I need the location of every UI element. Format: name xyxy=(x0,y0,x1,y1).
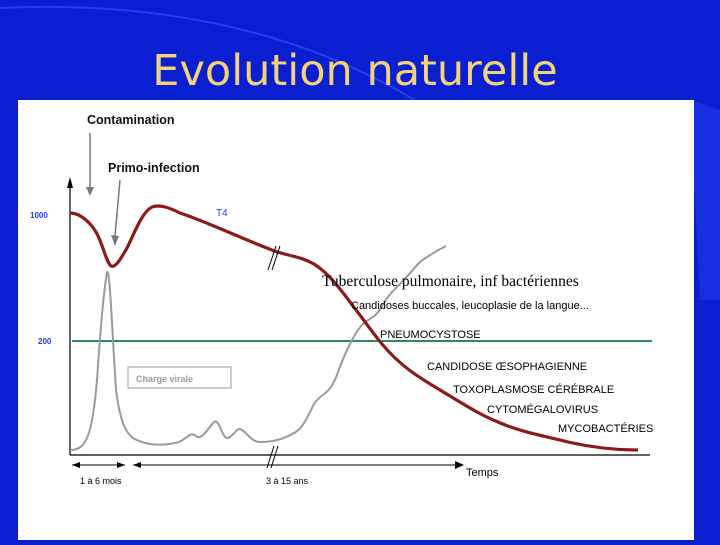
infection-label-tuberculose: Tuberculose pulmonaire, inf bactériennes xyxy=(322,273,579,290)
infection-label-candidoses-buccales: Candidoses buccales, leucoplasie de la l… xyxy=(351,300,589,312)
slide-title: Evolution naturelle xyxy=(152,46,558,96)
viral-load-series-label: Charge virale xyxy=(136,374,193,384)
time-range-late-label: 3 à 15 ans xyxy=(266,476,309,486)
axis-break-bottom xyxy=(266,445,279,469)
time-range-late-right-arrowhead xyxy=(455,461,464,469)
time-range-early-right-arrowhead xyxy=(117,462,125,468)
primo-infection-label: Primo-infection xyxy=(108,161,200,175)
time-range-early-label: 1 à 6 mois xyxy=(80,476,122,486)
infection-label-mycobacteries: MYCOBACTÉRIES xyxy=(558,422,653,435)
infection-label-pneumocystose: PNEUMOCYSTOSE xyxy=(380,329,481,341)
y-axis-arrow xyxy=(67,177,73,188)
infection-label-candidose-oesophagienne: CANDIDOSE ŒSOPHAGIENNE xyxy=(427,361,587,373)
viral-load-label-box xyxy=(127,366,232,389)
contamination-label: Contamination xyxy=(87,113,175,127)
contamination-arrowhead xyxy=(86,187,94,196)
infection-label-cytomegalovirus: CYTOMÉGALOVIRUS xyxy=(487,403,598,416)
axis-break-top xyxy=(267,245,281,271)
time-range-late-left-arrowhead xyxy=(133,462,141,468)
t4-curve xyxy=(69,204,639,452)
primo-infection-arrow xyxy=(114,179,121,237)
y-tick-200: 200 xyxy=(38,337,52,346)
time-range-early-left-arrowhead xyxy=(72,462,80,468)
primo-infection-arrowhead xyxy=(111,235,119,246)
infection-label-toxoplasmose: TOXOPLASMOSE CÉRÉBRALE xyxy=(453,383,614,396)
viral-load-curve xyxy=(69,245,447,451)
chart: 1000 200 Contamination Primo-infection T… xyxy=(30,113,653,486)
t4-series-label: T4 xyxy=(216,208,228,219)
chart-panel: 1000 200 Contamination Primo-infection T… xyxy=(18,100,694,540)
y-tick-1000: 1000 xyxy=(30,211,48,220)
x-axis-label: Temps xyxy=(466,467,499,479)
